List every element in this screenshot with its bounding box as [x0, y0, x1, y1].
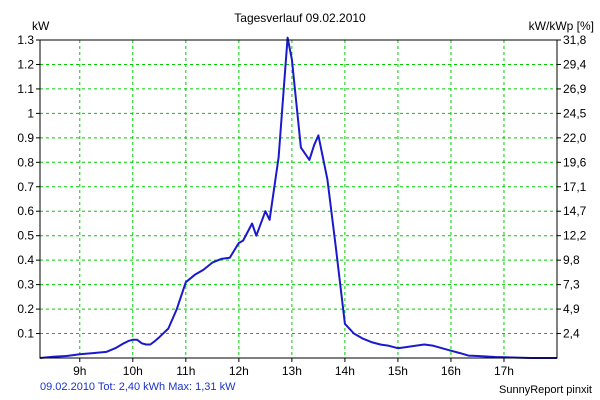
- y-tick-label-right: 9,8: [563, 253, 580, 267]
- y-tick-label-right: 19,6: [563, 155, 587, 169]
- x-tick-label: 17h: [494, 364, 514, 378]
- y-tick-label-left: 0.5: [17, 229, 34, 243]
- y-tick-label-right: 22,0: [563, 131, 587, 145]
- x-tick-label: 9h: [73, 364, 86, 378]
- x-axis: 9h 10h 11h 12h 13h 14h 15h 16h 17h: [73, 358, 514, 378]
- y-tick-label-right: 31,8: [563, 33, 587, 47]
- y-tick-label-right: 12,2: [563, 229, 587, 243]
- y-tick-label-right: 7,3: [563, 278, 580, 292]
- y-tick-label-left: 1.1: [17, 82, 34, 96]
- y-tick-label-left: 0.8: [17, 155, 34, 169]
- series-line: [39, 36, 557, 359]
- grid: [40, 39, 557, 358]
- y-tick-label-right: 4,9: [563, 302, 580, 316]
- plot-frame: [39, 39, 558, 359]
- x-tick-label: 12h: [229, 364, 249, 378]
- y-tick-label-right: 17,1: [563, 180, 587, 194]
- x-tick-label: 11h: [176, 364, 195, 378]
- chart-title: Tagesverlauf 09.02.2010: [234, 11, 366, 25]
- y-axis-right: 2,4 4,9 7,3 9,8 12,2 14,7 17,1 19,6 22,0 24,5 26,9…: [557, 33, 587, 341]
- y-axis-label-right: kW/kWp [%]: [529, 19, 594, 33]
- y-tick-label-left: 1: [27, 106, 34, 120]
- y-tick-label-left: 0.1: [17, 327, 34, 341]
- y-tick-label-right: 2,4: [563, 327, 580, 341]
- y-axis-label-left: kW: [32, 19, 50, 33]
- x-tick-label: 10h: [123, 364, 143, 378]
- y-tick-label-left: 1.2: [17, 57, 34, 71]
- y-tick-label-left: 0.7: [17, 180, 34, 194]
- y-tick-label-left: 0.4: [17, 253, 34, 267]
- x-tick-label: 13h: [282, 364, 302, 378]
- x-tick-label: 16h: [441, 364, 461, 378]
- y-tick-label-right: 29,4: [563, 57, 587, 71]
- y-tick-label-left: 0.6: [17, 204, 34, 218]
- y-tick-label-left: 0.2: [17, 302, 34, 316]
- x-tick-label: 14h: [335, 364, 355, 378]
- y-axis-left: 0.1 0.2 0.3 0.4 0.5 0.6 0.7 0.8 0.9 1 1.1 1.2 1.3: [17, 33, 40, 341]
- y-tick-label-right: 26,9: [563, 82, 587, 96]
- footer-credit: SunnyReport pinxit: [499, 384, 592, 396]
- y-tick-label-left: 1.3: [17, 33, 34, 47]
- footer-summary: 09.02.2010 Tot: 2,40 kWh Max: 1,31 kW: [40, 381, 236, 393]
- y-tick-label-right: 24,5: [563, 106, 587, 120]
- y-tick-label-left: 0.9: [17, 131, 34, 145]
- series-group: [39, 36, 557, 359]
- y-tick-label-left: 0.3: [17, 278, 34, 292]
- x-tick-label: 15h: [388, 364, 408, 378]
- y-tick-label-right: 14,7: [563, 204, 587, 218]
